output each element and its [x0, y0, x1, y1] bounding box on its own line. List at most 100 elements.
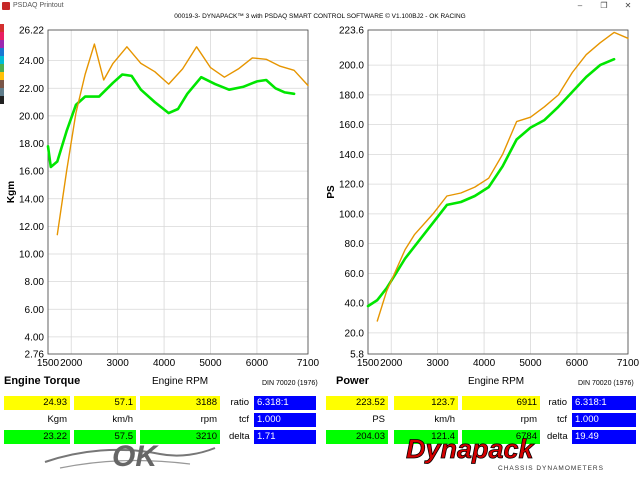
restore-icon[interactable]: ❐	[600, 1, 608, 10]
color-strip	[0, 24, 4, 104]
torque-tcf-value: 1.000	[254, 413, 316, 427]
power-plot-frame	[367, 29, 629, 355]
power-section-label: Power	[336, 375, 370, 387]
torque-max-rpm: 3188	[140, 396, 220, 410]
power-ratio-value: 6.318:1	[572, 396, 636, 410]
torque-cursor-rpm: 3210	[140, 430, 220, 444]
power-xtick-label: 1500	[357, 358, 380, 369]
power-cursor-rpm: 6784	[462, 430, 540, 444]
torque-ytick-label: 16.00	[19, 167, 44, 178]
power-cursor-value: 204.03	[326, 430, 388, 444]
torque-ytick-label: 2.76	[25, 350, 45, 361]
torque-delta-value: 1.71	[254, 430, 316, 444]
torque-tcf-label: tcf	[238, 414, 249, 425]
torque-ytick-label: 4.00	[25, 332, 45, 343]
torque-ytick-label: 20.00	[19, 111, 44, 122]
power-din-label: DIN 70020 (1976)	[578, 380, 634, 387]
torque-cursor-value: 23.22	[4, 430, 70, 444]
report-title: 00019-3- DYNAPACK™ 3 with PSDAQ SMART CO…	[174, 13, 466, 20]
power-max-rpm: 6911	[462, 396, 540, 410]
torque-xtick-label: 3000	[107, 358, 130, 369]
power-unit-rpm: rpm	[520, 414, 537, 425]
torque-xtick-label: 5000	[199, 358, 222, 369]
title-bar: PSDAQ Printout – ❐ ✕	[0, 0, 640, 12]
torque-xtick-label: 1500	[37, 358, 60, 369]
torque-din-label: DIN 70020 (1976)	[262, 380, 318, 387]
torque-unit-rpm: rpm	[200, 414, 217, 425]
color-swatch-5	[0, 64, 4, 72]
close-icon[interactable]: ✕	[624, 1, 632, 10]
color-swatch-3	[0, 48, 4, 56]
torque-rpm-title: Engine RPM	[152, 376, 209, 387]
power-ytick-label: 20.0	[345, 328, 365, 339]
power-ytick-label: 60.0	[345, 269, 365, 280]
torque-ratio-value: 6.318:1	[254, 396, 316, 410]
color-swatch-0	[0, 24, 4, 32]
torque-chart: 26.22 24.00 22.00 20.00 18.00 16.00 14.00 12.00…	[6, 26, 320, 370]
power-delta-label: delta	[547, 431, 568, 442]
torque-series-1-line	[56, 43, 309, 236]
power-xtick-label: 3000	[427, 358, 450, 369]
app-icon	[2, 2, 10, 10]
power-ytick-label: 5.8	[350, 350, 364, 361]
power-tcf-label: tcf	[556, 414, 567, 425]
ok-logo-text: OK	[112, 440, 159, 473]
color-swatch-2	[0, 40, 4, 48]
power-series-0-line	[366, 57, 616, 308]
torque-delta-label: delta	[229, 431, 250, 442]
torque-unit-kgm: Kgm	[47, 414, 67, 425]
torque-unit-kmh: km/h	[112, 414, 133, 425]
power-ytick-label: 223.6	[339, 26, 364, 37]
power-cursor-speed: 121.4	[394, 430, 458, 444]
torque-ytick-label: 8.00	[25, 277, 45, 288]
torque-xtick-label: 4000	[153, 358, 176, 369]
torque-ytick-label: 24.00	[19, 56, 44, 67]
power-ytick-label: 120.0	[339, 180, 364, 191]
power-unit-ps: PS	[372, 414, 385, 425]
power-ytick-label: 100.0	[339, 209, 364, 220]
color-swatch-7	[0, 80, 4, 88]
torque-max-value: 24.93	[4, 396, 70, 410]
power-rpm-title: Engine RPM	[468, 376, 525, 387]
torque-xtick-label: 7100	[297, 358, 320, 369]
torque-xtick-label: 6000	[246, 358, 269, 369]
power-max-value: 223.52	[326, 396, 388, 410]
power-xtick-label: 2000	[380, 358, 403, 369]
power-ytick-label: 200.0	[339, 61, 364, 72]
power-ytick-label: 80.0	[345, 239, 365, 250]
torque-ytick-label: 26.22	[19, 26, 44, 37]
power-ytick-label: 140.0	[339, 150, 364, 161]
torque-ylabel: Kgm	[6, 181, 17, 203]
power-ylabel: PS	[326, 185, 337, 199]
dynapack-logo: Dynapack CHASSIS DYNAMOMETERS	[406, 434, 614, 472]
minimize-icon[interactable]: –	[577, 1, 583, 10]
power-ytick-label: 160.0	[339, 120, 364, 131]
torque-ytick-label: 10.00	[19, 250, 44, 261]
power-delta-value: 19.49	[572, 430, 636, 444]
ok-racing-logo: OK	[44, 440, 216, 473]
power-ratio-label: ratio	[548, 397, 567, 408]
power-unit-kmh: km/h	[434, 414, 455, 425]
torque-section-label: Engine Torque	[4, 375, 81, 387]
torque-ytick-label: 6.00	[25, 305, 45, 316]
torque-ytick-label: 18.00	[19, 139, 44, 150]
power-tcf-value: 1.000	[572, 413, 636, 427]
dynapack-logo-text: Dynapack	[406, 434, 536, 464]
dynapack-logo-subtext: CHASSIS DYNAMOMETERS	[498, 465, 604, 472]
power-xtick-label: 4000	[473, 358, 496, 369]
color-swatch-1	[0, 32, 4, 40]
power-ytick-label: 40.0	[345, 299, 365, 310]
torque-series-0-line	[46, 73, 296, 169]
torque-ytick-label: 12.00	[19, 222, 44, 233]
torque-cursor-speed: 57.5	[74, 430, 136, 444]
power-chart: 223.6 200.0 180.0 160.0 140.0 120.0 100.0 80.0 6…	[326, 26, 640, 370]
torque-max-speed: 57.1	[74, 396, 136, 410]
torque-xtick-label: 2000	[60, 358, 83, 369]
color-swatch-6	[0, 72, 4, 80]
torque-ytick-label: 14.00	[19, 194, 44, 205]
power-ytick-label: 180.0	[339, 90, 364, 101]
color-swatch-8	[0, 88, 4, 96]
torque-ratio-label: ratio	[230, 397, 249, 408]
power-xtick-label: 5000	[519, 358, 542, 369]
window-title: PSDAQ Printout	[13, 2, 64, 9]
